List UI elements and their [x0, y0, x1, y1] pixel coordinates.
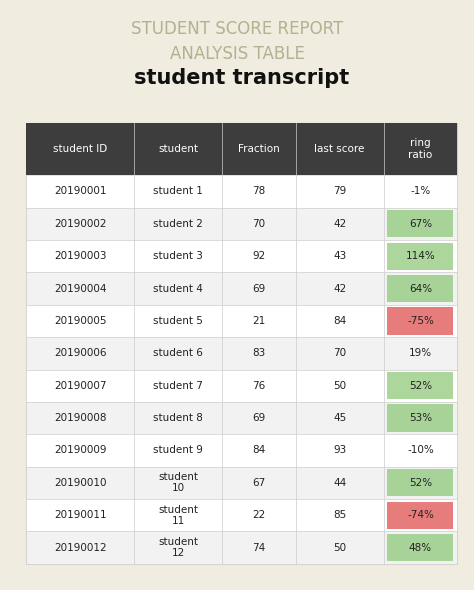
Text: 50: 50 [333, 543, 346, 553]
Bar [387, 469, 454, 496]
Bar [387, 307, 454, 335]
Text: student
12: student 12 [158, 537, 198, 558]
Bar [387, 534, 454, 561]
Bar [387, 275, 454, 302]
Text: student ID: student ID [53, 144, 107, 154]
Bar [387, 502, 454, 529]
Bar [26, 305, 457, 337]
Text: 52%: 52% [409, 381, 432, 391]
Text: 20190006: 20190006 [54, 348, 106, 358]
Text: 22: 22 [252, 510, 265, 520]
Text: 69: 69 [252, 413, 265, 423]
Text: STUDENT SCORE REPORT
ANALYSIS TABLE: STUDENT SCORE REPORT ANALYSIS TABLE [131, 20, 343, 63]
Text: student 3: student 3 [153, 251, 203, 261]
Text: 48%: 48% [409, 543, 432, 553]
Text: 70: 70 [333, 348, 346, 358]
Text: 50: 50 [333, 381, 346, 391]
Bar [26, 499, 457, 532]
Bar [26, 123, 457, 175]
Text: 93: 93 [333, 445, 346, 455]
Text: 20190001: 20190001 [54, 186, 106, 196]
Text: 20190003: 20190003 [54, 251, 106, 261]
Text: ring
ratio: ring ratio [408, 138, 433, 160]
Text: student 7: student 7 [153, 381, 203, 391]
Text: 19%: 19% [409, 348, 432, 358]
Bar [387, 242, 454, 270]
Text: student
10: student 10 [158, 473, 198, 493]
Bar [26, 434, 457, 467]
Text: 21: 21 [252, 316, 265, 326]
Text: 67: 67 [252, 478, 265, 488]
Text: 79: 79 [333, 186, 346, 196]
Text: student 4: student 4 [153, 284, 203, 294]
Text: 20190008: 20190008 [54, 413, 106, 423]
Text: student
11: student 11 [158, 505, 198, 526]
Text: 20190007: 20190007 [54, 381, 106, 391]
Text: 85: 85 [333, 510, 346, 520]
Text: -10%: -10% [407, 445, 434, 455]
Text: student 9: student 9 [153, 445, 203, 455]
Text: student: student [158, 144, 198, 154]
Bar [387, 405, 454, 432]
Text: -75%: -75% [407, 316, 434, 326]
Text: 20190004: 20190004 [54, 284, 106, 294]
Text: 20190009: 20190009 [54, 445, 106, 455]
Text: 20190012: 20190012 [54, 543, 106, 553]
Text: 83: 83 [252, 348, 265, 358]
Bar [26, 240, 457, 273]
Text: student 8: student 8 [153, 413, 203, 423]
Bar [387, 210, 454, 237]
Text: 52%: 52% [409, 478, 432, 488]
Text: 20190002: 20190002 [54, 219, 106, 229]
Text: 84: 84 [252, 445, 265, 455]
Text: 20190010: 20190010 [54, 478, 106, 488]
Bar [387, 372, 454, 399]
Bar [26, 369, 457, 402]
Bar [26, 273, 457, 305]
Text: 84: 84 [333, 316, 346, 326]
Text: 44: 44 [333, 478, 346, 488]
Bar [26, 175, 457, 208]
Text: student 6: student 6 [153, 348, 203, 358]
Bar [26, 337, 457, 369]
Text: -1%: -1% [410, 186, 430, 196]
Text: 64%: 64% [409, 284, 432, 294]
Text: 76: 76 [252, 381, 265, 391]
Text: 43: 43 [333, 251, 346, 261]
Text: student 2: student 2 [153, 219, 203, 229]
Text: 45: 45 [333, 413, 346, 423]
Text: 42: 42 [333, 284, 346, 294]
Text: -74%: -74% [407, 510, 434, 520]
Text: 20190011: 20190011 [54, 510, 106, 520]
Text: 78: 78 [252, 186, 265, 196]
Text: last score: last score [314, 144, 365, 154]
Text: Fraction: Fraction [238, 144, 280, 154]
Text: 69: 69 [252, 284, 265, 294]
Text: student 5: student 5 [153, 316, 203, 326]
Text: 53%: 53% [409, 413, 432, 423]
Text: 70: 70 [252, 219, 265, 229]
Text: student 1: student 1 [153, 186, 203, 196]
Text: 20190005: 20190005 [54, 316, 106, 326]
Text: 114%: 114% [406, 251, 435, 261]
Bar [26, 208, 457, 240]
Bar [26, 467, 457, 499]
Bar [26, 532, 457, 564]
Text: 42: 42 [333, 219, 346, 229]
Text: student transcript: student transcript [134, 67, 349, 87]
Text: 92: 92 [252, 251, 265, 261]
Text: 67%: 67% [409, 219, 432, 229]
Text: 74: 74 [252, 543, 265, 553]
Bar [26, 123, 457, 564]
Bar [26, 402, 457, 434]
